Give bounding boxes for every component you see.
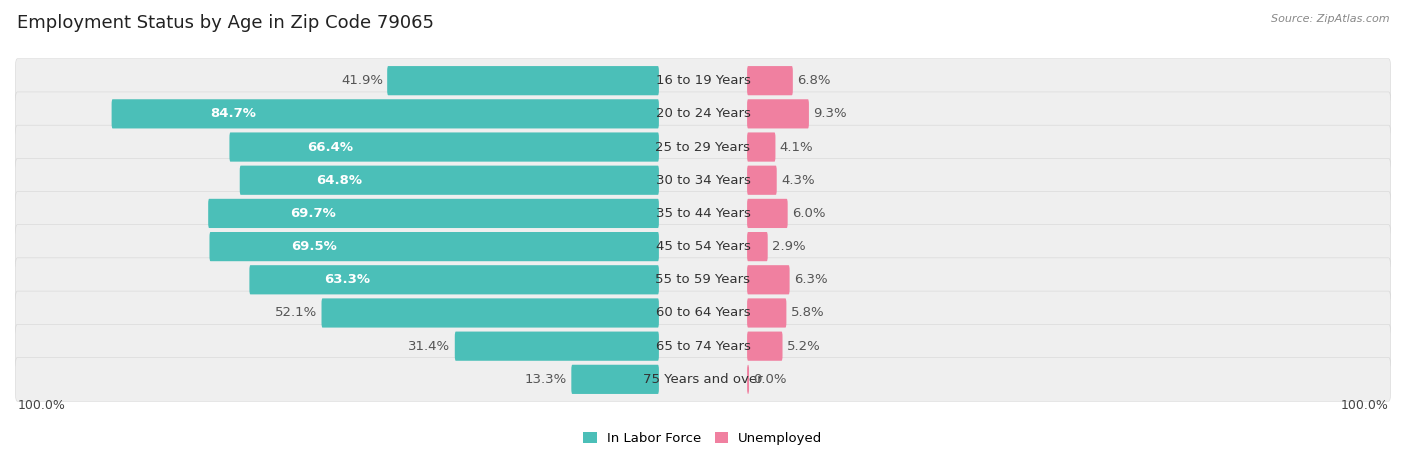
Text: 9.3%: 9.3% [813, 107, 846, 120]
Text: 63.3%: 63.3% [323, 273, 370, 286]
Text: 100.0%: 100.0% [1341, 400, 1389, 412]
FancyBboxPatch shape [747, 331, 783, 361]
FancyBboxPatch shape [747, 66, 793, 95]
Text: 75 Years and over: 75 Years and over [643, 373, 763, 386]
Text: 65 to 74 Years: 65 to 74 Years [655, 340, 751, 353]
FancyBboxPatch shape [15, 92, 1391, 136]
FancyBboxPatch shape [747, 199, 787, 228]
Text: 13.3%: 13.3% [524, 373, 567, 386]
Text: 100.0%: 100.0% [17, 400, 65, 412]
Text: 66.4%: 66.4% [308, 141, 353, 153]
FancyBboxPatch shape [747, 166, 776, 195]
Text: 6.3%: 6.3% [794, 273, 827, 286]
Text: 69.5%: 69.5% [291, 240, 337, 253]
FancyBboxPatch shape [747, 232, 768, 261]
Text: 45 to 54 Years: 45 to 54 Years [655, 240, 751, 253]
Text: 41.9%: 41.9% [342, 74, 382, 87]
Text: 5.8%: 5.8% [790, 307, 824, 319]
Text: 2.9%: 2.9% [772, 240, 806, 253]
FancyBboxPatch shape [322, 299, 659, 327]
Text: 30 to 34 Years: 30 to 34 Years [655, 174, 751, 187]
FancyBboxPatch shape [15, 258, 1391, 302]
FancyBboxPatch shape [15, 59, 1391, 102]
Text: 6.0%: 6.0% [792, 207, 825, 220]
FancyBboxPatch shape [15, 192, 1391, 235]
FancyBboxPatch shape [15, 324, 1391, 368]
FancyBboxPatch shape [229, 133, 659, 161]
FancyBboxPatch shape [747, 99, 808, 129]
Text: 4.3%: 4.3% [780, 174, 814, 187]
FancyBboxPatch shape [249, 265, 659, 295]
FancyBboxPatch shape [15, 225, 1391, 268]
FancyBboxPatch shape [15, 291, 1391, 335]
Text: 60 to 64 Years: 60 to 64 Years [655, 307, 751, 319]
FancyBboxPatch shape [209, 232, 659, 261]
FancyBboxPatch shape [111, 99, 659, 129]
FancyBboxPatch shape [454, 331, 659, 361]
Text: 84.7%: 84.7% [211, 107, 257, 120]
FancyBboxPatch shape [571, 365, 659, 394]
FancyBboxPatch shape [747, 365, 749, 394]
FancyBboxPatch shape [208, 199, 659, 228]
Text: 25 to 29 Years: 25 to 29 Years [655, 141, 751, 153]
FancyBboxPatch shape [747, 299, 786, 327]
FancyBboxPatch shape [15, 358, 1391, 401]
FancyBboxPatch shape [387, 66, 659, 95]
Text: 16 to 19 Years: 16 to 19 Years [655, 74, 751, 87]
FancyBboxPatch shape [747, 265, 790, 295]
Text: 0.0%: 0.0% [754, 373, 787, 386]
Text: 64.8%: 64.8% [316, 174, 361, 187]
Text: 52.1%: 52.1% [276, 307, 318, 319]
Text: 4.1%: 4.1% [779, 141, 813, 153]
FancyBboxPatch shape [15, 158, 1391, 202]
Text: 5.2%: 5.2% [787, 340, 821, 353]
FancyBboxPatch shape [240, 166, 659, 195]
FancyBboxPatch shape [747, 133, 776, 161]
Legend: In Labor Force, Unemployed: In Labor Force, Unemployed [583, 432, 823, 445]
Text: 69.7%: 69.7% [290, 207, 336, 220]
Text: 55 to 59 Years: 55 to 59 Years [655, 273, 751, 286]
Text: 35 to 44 Years: 35 to 44 Years [655, 207, 751, 220]
Text: Employment Status by Age in Zip Code 79065: Employment Status by Age in Zip Code 790… [17, 14, 434, 32]
Text: 31.4%: 31.4% [409, 340, 450, 353]
Text: Source: ZipAtlas.com: Source: ZipAtlas.com [1271, 14, 1389, 23]
Text: 6.8%: 6.8% [797, 74, 831, 87]
Text: 20 to 24 Years: 20 to 24 Years [655, 107, 751, 120]
FancyBboxPatch shape [15, 125, 1391, 169]
